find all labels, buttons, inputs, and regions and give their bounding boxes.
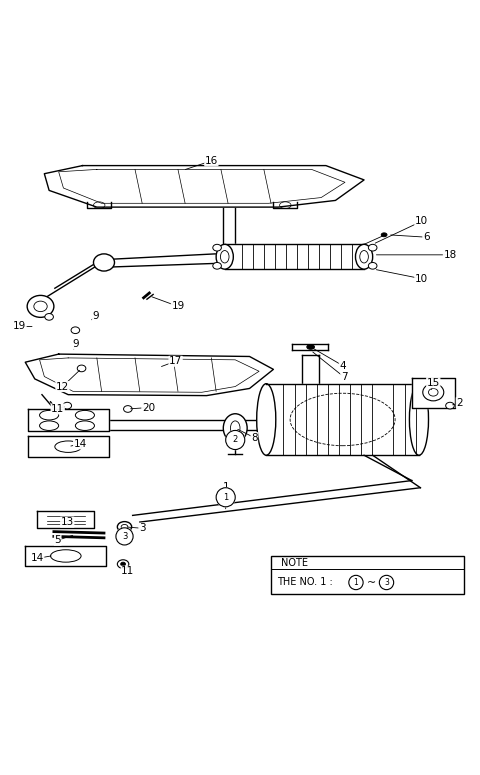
Text: 9: 9 <box>72 339 79 349</box>
Text: 12: 12 <box>56 381 69 391</box>
Circle shape <box>226 430 245 450</box>
Text: 4: 4 <box>339 360 346 370</box>
Text: 8: 8 <box>251 432 258 443</box>
Text: 6: 6 <box>423 232 430 242</box>
Polygon shape <box>28 436 109 456</box>
Polygon shape <box>412 378 455 408</box>
Polygon shape <box>37 511 95 529</box>
Ellipse shape <box>368 244 377 251</box>
Circle shape <box>216 487 235 507</box>
Text: 16: 16 <box>205 156 218 166</box>
Text: NOTE: NOTE <box>281 558 308 568</box>
Circle shape <box>349 575 363 590</box>
Text: 10: 10 <box>415 216 428 226</box>
Polygon shape <box>225 244 364 269</box>
Text: 2: 2 <box>456 398 463 408</box>
Text: 1: 1 <box>223 493 228 501</box>
Text: 11: 11 <box>121 567 134 577</box>
Polygon shape <box>266 384 419 455</box>
Text: 3: 3 <box>122 532 127 541</box>
Ellipse shape <box>223 414 247 443</box>
Text: 14: 14 <box>73 439 87 449</box>
Ellipse shape <box>123 405 132 412</box>
Ellipse shape <box>117 560 129 568</box>
Text: 14: 14 <box>31 553 44 563</box>
Text: 19: 19 <box>171 301 185 312</box>
Ellipse shape <box>409 384 429 455</box>
Text: 3: 3 <box>139 523 145 533</box>
Ellipse shape <box>45 314 53 320</box>
Ellipse shape <box>117 522 132 532</box>
Text: 18: 18 <box>444 250 456 260</box>
Text: 1: 1 <box>222 482 229 492</box>
Text: 3: 3 <box>384 578 389 587</box>
Ellipse shape <box>120 562 125 566</box>
Ellipse shape <box>368 263 377 269</box>
Text: 1: 1 <box>354 578 359 587</box>
Text: THE NO. 1 :: THE NO. 1 : <box>277 577 333 587</box>
Polygon shape <box>25 546 107 567</box>
Text: 20: 20 <box>142 402 155 412</box>
FancyBboxPatch shape <box>271 556 464 594</box>
Polygon shape <box>28 409 109 432</box>
Ellipse shape <box>77 365 86 372</box>
Ellipse shape <box>307 345 314 350</box>
Ellipse shape <box>446 402 454 409</box>
Ellipse shape <box>63 402 72 409</box>
Ellipse shape <box>94 254 115 271</box>
Text: 5: 5 <box>54 536 61 545</box>
Ellipse shape <box>213 244 221 251</box>
Ellipse shape <box>71 327 80 333</box>
Ellipse shape <box>257 384 276 455</box>
Text: 13: 13 <box>60 517 74 527</box>
Text: 17: 17 <box>169 356 182 367</box>
Ellipse shape <box>27 295 54 317</box>
Text: 7: 7 <box>341 372 348 382</box>
Text: 15: 15 <box>427 377 440 388</box>
Text: ~: ~ <box>366 577 376 587</box>
Ellipse shape <box>356 244 372 269</box>
Ellipse shape <box>381 232 387 236</box>
Text: 10: 10 <box>415 274 428 284</box>
Text: 19: 19 <box>13 322 26 332</box>
Polygon shape <box>44 166 364 207</box>
Polygon shape <box>25 354 274 395</box>
Circle shape <box>116 528 133 545</box>
Ellipse shape <box>213 263 221 269</box>
Ellipse shape <box>216 244 233 269</box>
Text: 2: 2 <box>233 436 238 445</box>
Circle shape <box>379 575 394 590</box>
Text: 9: 9 <box>93 311 99 321</box>
Text: 11: 11 <box>51 404 64 414</box>
